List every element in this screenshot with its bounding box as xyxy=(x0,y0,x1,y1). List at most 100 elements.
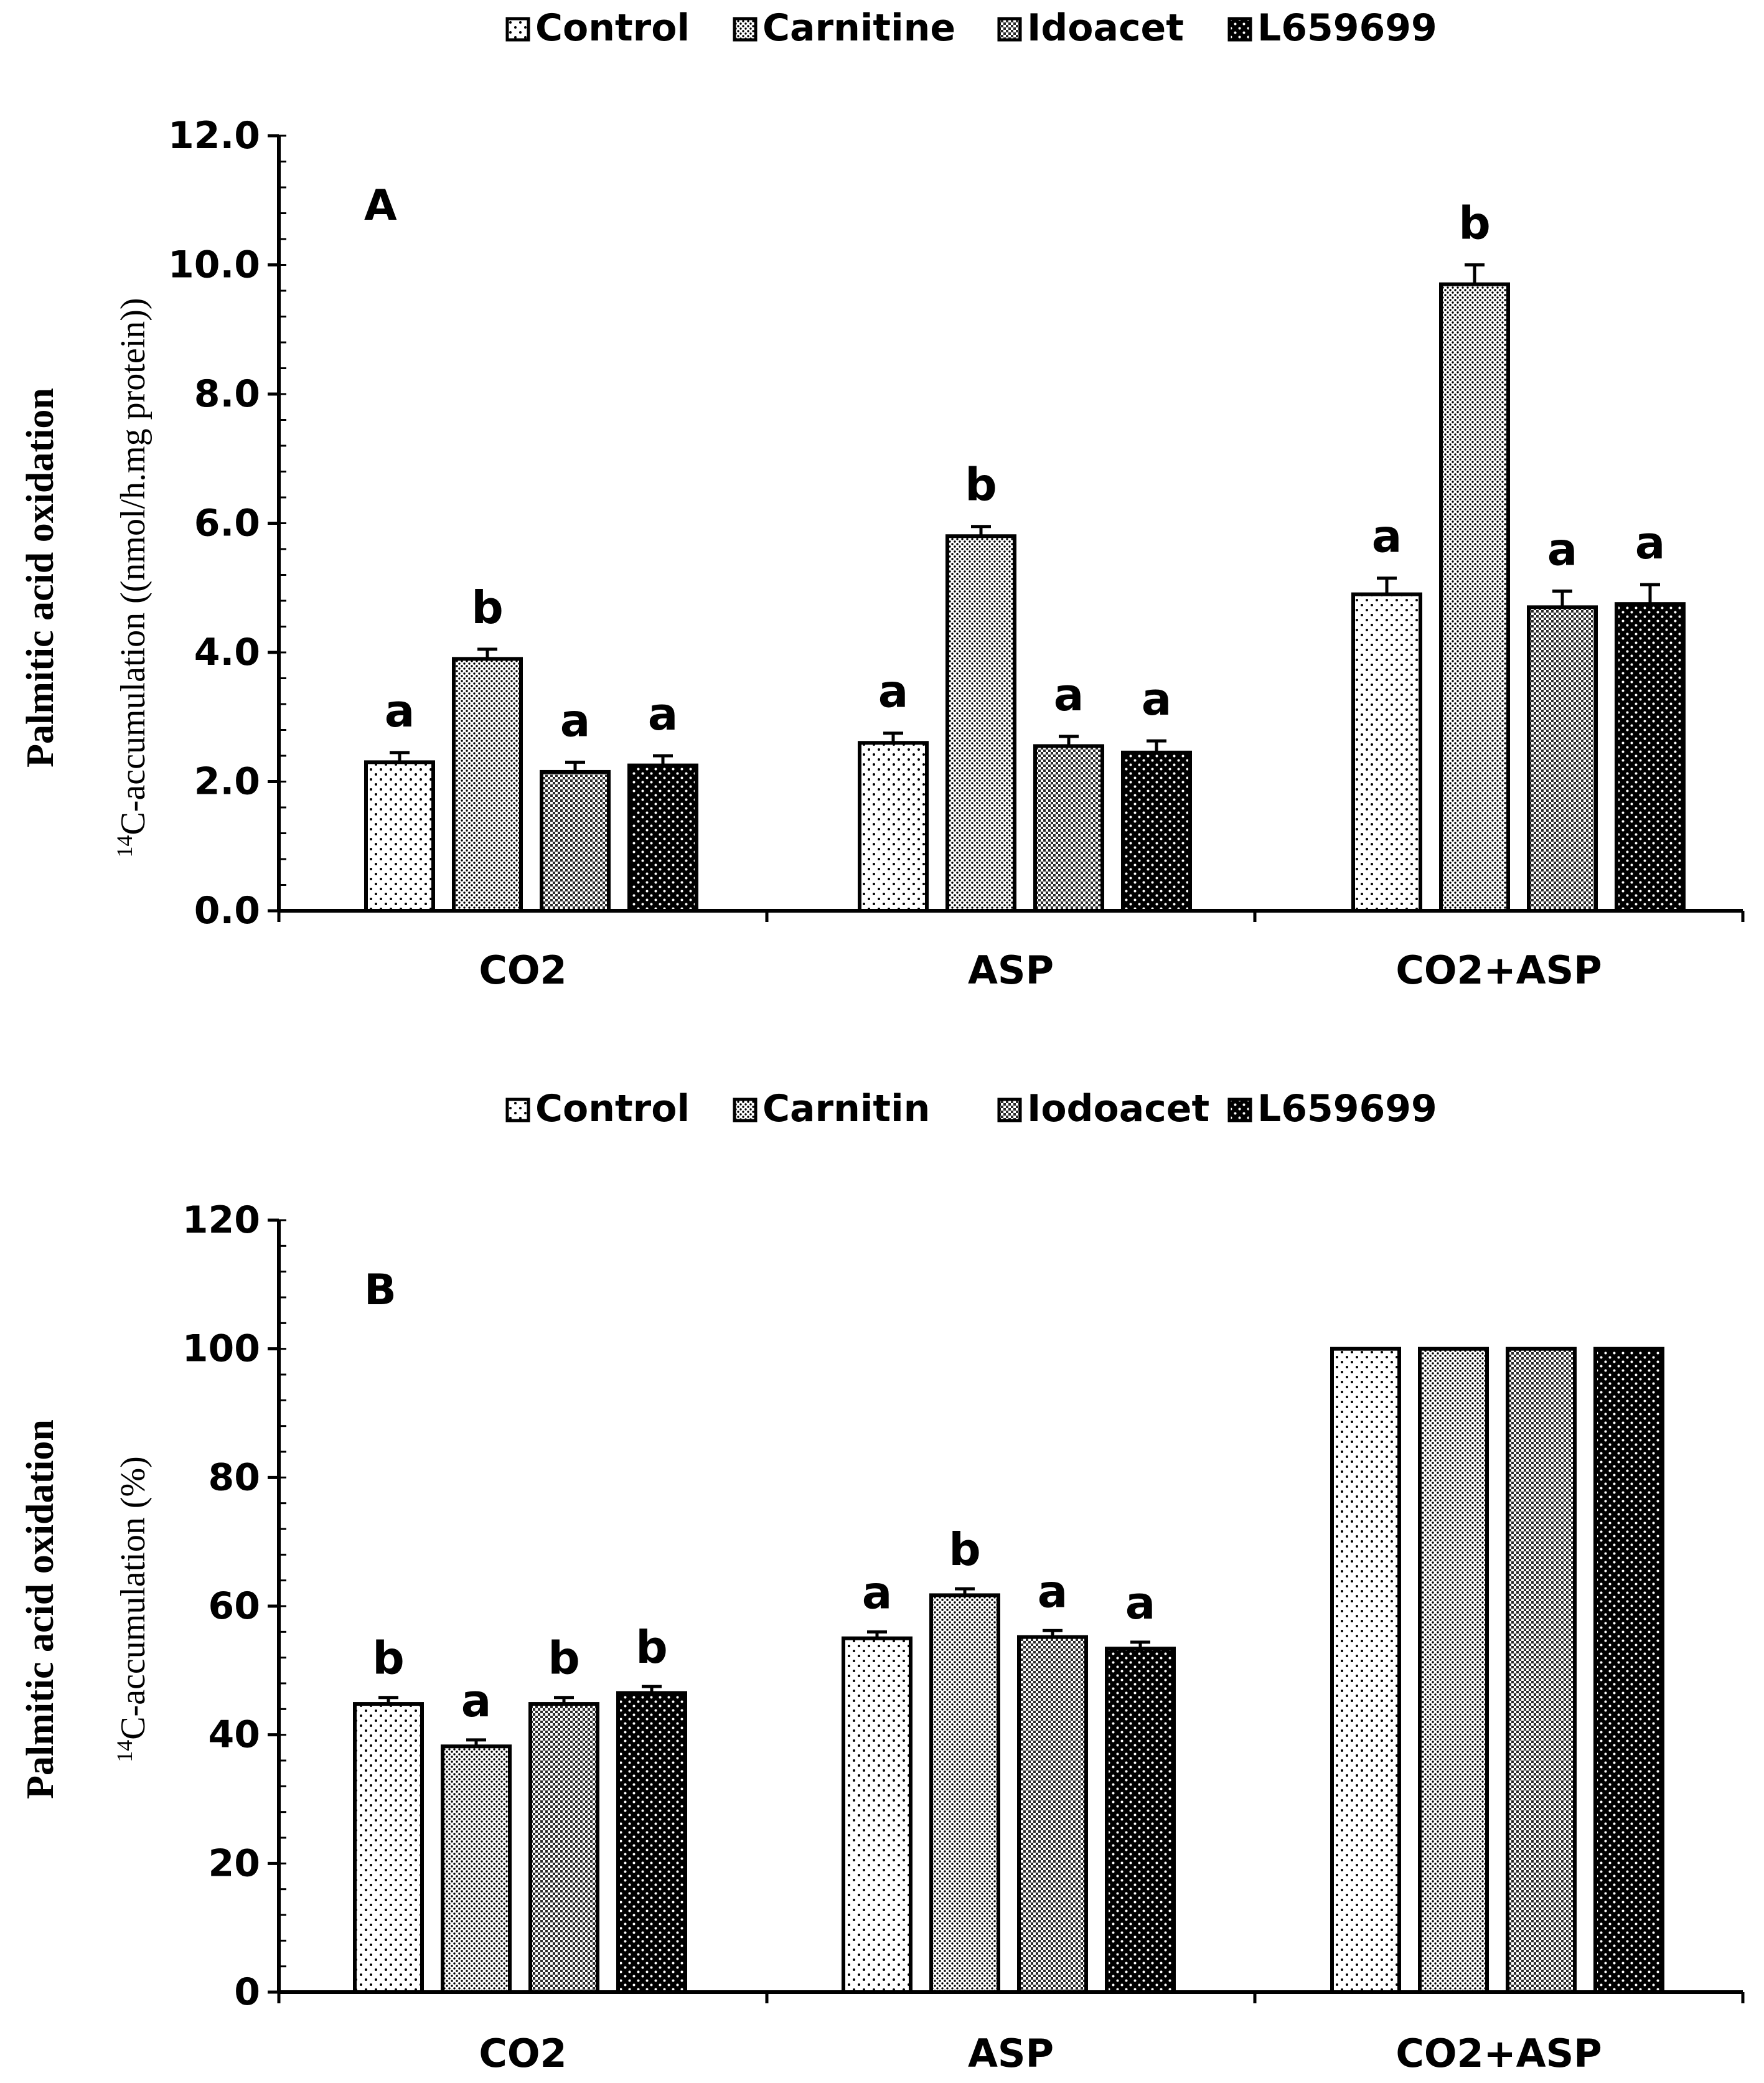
x-category-label: CO2 xyxy=(479,947,566,993)
bar-l659699-co2-asp xyxy=(1593,1347,1664,1995)
bar-idoacet-co2 xyxy=(540,769,611,913)
significance-letter: b xyxy=(471,581,504,634)
y-tick-label: 0 xyxy=(234,1970,260,2014)
x-category-label: ASP xyxy=(968,2031,1054,2076)
significance-letter: b xyxy=(372,1632,405,1685)
legend-label-control: Control xyxy=(535,1087,690,1131)
bar-l659699-asp xyxy=(1121,750,1192,913)
significance-letter: a xyxy=(385,685,415,737)
bar-control-co2-asp xyxy=(1330,1347,1401,1995)
x-category-label: CO2+ASP xyxy=(1396,947,1602,993)
legend-label-carnitin: Carnitin xyxy=(762,1087,930,1131)
bar-carnitine-co2 xyxy=(452,657,523,913)
legend-label-l659699: L659699 xyxy=(1257,1087,1437,1131)
legend-swatch-carnitine xyxy=(733,17,758,42)
panel-b-letter: B xyxy=(364,1266,396,1315)
significance-letter: a xyxy=(878,665,909,718)
y-tick-label: 4.0 xyxy=(194,631,260,674)
y-axis-label-a-superscript: 14 xyxy=(112,835,137,858)
significance-letter: a xyxy=(560,694,591,746)
bar-l659699-co2 xyxy=(616,1691,687,1994)
y-tick-label: 6.0 xyxy=(194,502,260,545)
legend-item-idoacet: Idoacet xyxy=(997,6,1184,50)
y-tick-label: 0.0 xyxy=(194,889,260,933)
legend-swatch-iodoacet xyxy=(997,1098,1022,1122)
legend-label-carnitine: Carnitine xyxy=(762,6,955,50)
x-category-label: CO2+ASP xyxy=(1396,2031,1602,2076)
legend-swatch-l659699 xyxy=(1227,1098,1252,1122)
y-axis-label-b-text: C-accumulation (%) xyxy=(114,1456,152,1740)
significance-letter: b xyxy=(636,1621,668,1673)
legend-item-control: Control xyxy=(505,1087,690,1131)
bar-control-co2 xyxy=(353,1702,424,1994)
significance-letter: a xyxy=(1547,523,1578,575)
y-tick-label: 120 xyxy=(182,1198,260,1242)
plot-area-a: 0.0 2.0 4.0 6.0 8.0 10.0 12.0 CO2 ASP CO2+ASP a b a a… xyxy=(168,114,1745,993)
legend-item-control: Control xyxy=(505,6,690,50)
bar-iodoacet-co2-asp xyxy=(1506,1347,1577,1995)
bar-l659699-co2 xyxy=(627,763,698,913)
bar-iodoacet-asp xyxy=(1017,1635,1088,1995)
x-category-label: CO2 xyxy=(479,2031,566,2076)
significance-letter: b xyxy=(949,1523,981,1576)
y-tick-label: 12.0 xyxy=(168,114,260,158)
legend-a: Control Carnitine Idoacet L659699 xyxy=(505,6,1437,50)
y-axis-label-b-superscript: 14 xyxy=(112,1740,137,1762)
y-axis-label-a-text: C-accumulation ((nmol/h.mg protein)) xyxy=(114,298,152,835)
bar-control-asp xyxy=(842,1636,912,1995)
significance-letter: a xyxy=(862,1566,893,1619)
legend-swatch-control xyxy=(505,1098,530,1122)
significance-letter: a xyxy=(648,688,678,740)
significance-letter: a xyxy=(1635,517,1666,569)
legend-label-iodoacet: Iodoacet xyxy=(1027,1087,1209,1131)
y-tick-label: 20 xyxy=(209,1841,261,1885)
significance-letter: a xyxy=(1054,669,1084,721)
y-tick-label: 10.0 xyxy=(168,243,260,287)
plot-area-b: 0 20 40 60 80 100 120 CO2 ASP CO2+ASP b a b b a b a a xyxy=(182,1198,1745,2076)
panel-a: Control Carnitine Idoacet L659699 A Palmiti… xyxy=(19,6,1745,993)
legend-label-control: Control xyxy=(535,6,690,50)
legend-label-l659699: L659699 xyxy=(1257,6,1437,50)
legend-swatch-idoacet xyxy=(997,17,1022,42)
y-axis-label-b-line2: 14C-accumulation (%) xyxy=(112,1456,152,1762)
legend-item-carnitine: Carnitine xyxy=(733,6,955,50)
bar-carnitine-co2-asp xyxy=(1439,282,1510,913)
significance-letter: b xyxy=(548,1632,580,1685)
legend-item-l659699: L659699 xyxy=(1227,1087,1437,1131)
y-axis-label-b: Palmitic acid oxidation 14C-accumulation… xyxy=(19,1419,152,1799)
bar-carnitin-co2 xyxy=(441,1744,512,1994)
y-axis-label-b-line1: Palmitic acid oxidation xyxy=(19,1419,62,1799)
bar-l659699-asp xyxy=(1105,1647,1176,1994)
bar-carnitin-co2-asp xyxy=(1418,1347,1489,1995)
bar-idoacet-asp xyxy=(1033,744,1104,913)
y-axis-label-a-line1: Palmitic acid oxidation xyxy=(19,388,62,768)
y-axis-label-a: Palmitic acid oxidation 14C-accumulation… xyxy=(19,298,152,857)
significance-letter: b xyxy=(1458,197,1491,250)
significance-letter: a xyxy=(1372,510,1402,563)
panel-a-letter: A xyxy=(364,181,397,230)
bar-carnitin-asp xyxy=(929,1593,1000,1994)
legend-b: Control Carnitin Iodoacet L659699 xyxy=(505,1087,1437,1131)
y-tick-label: 100 xyxy=(182,1327,260,1371)
y-tick-label: 80 xyxy=(209,1455,261,1499)
bar-control-co2 xyxy=(364,760,435,913)
y-axis-label-a-line2: 14C-accumulation ((nmol/h.mg protein)) xyxy=(112,298,152,857)
y-tick-label: 8.0 xyxy=(194,372,260,416)
bar-carnitine-asp xyxy=(945,534,1016,913)
legend-swatch-control xyxy=(505,17,530,42)
bar-idoacet-co2-asp xyxy=(1527,605,1598,913)
significance-letter: a xyxy=(1125,1577,1156,1629)
bar-iodoacet-co2 xyxy=(528,1702,599,1994)
significance-letter: a xyxy=(1142,673,1172,725)
panel-b: Control Carnitin Iodoacet L659699 B Palmiti… xyxy=(19,1087,1745,2076)
bar-control-asp xyxy=(858,741,929,913)
significance-letter: b xyxy=(965,459,997,511)
bar-control-co2-asp xyxy=(1351,592,1422,913)
legend-swatch-carnitin xyxy=(733,1098,758,1122)
x-category-label: ASP xyxy=(968,947,1054,993)
significance-letter: a xyxy=(461,1675,492,1727)
legend-label-idoacet: Idoacet xyxy=(1027,6,1184,50)
legend-swatch-l659699 xyxy=(1227,17,1252,42)
legend-item-carnitin: Carnitin xyxy=(733,1087,930,1131)
